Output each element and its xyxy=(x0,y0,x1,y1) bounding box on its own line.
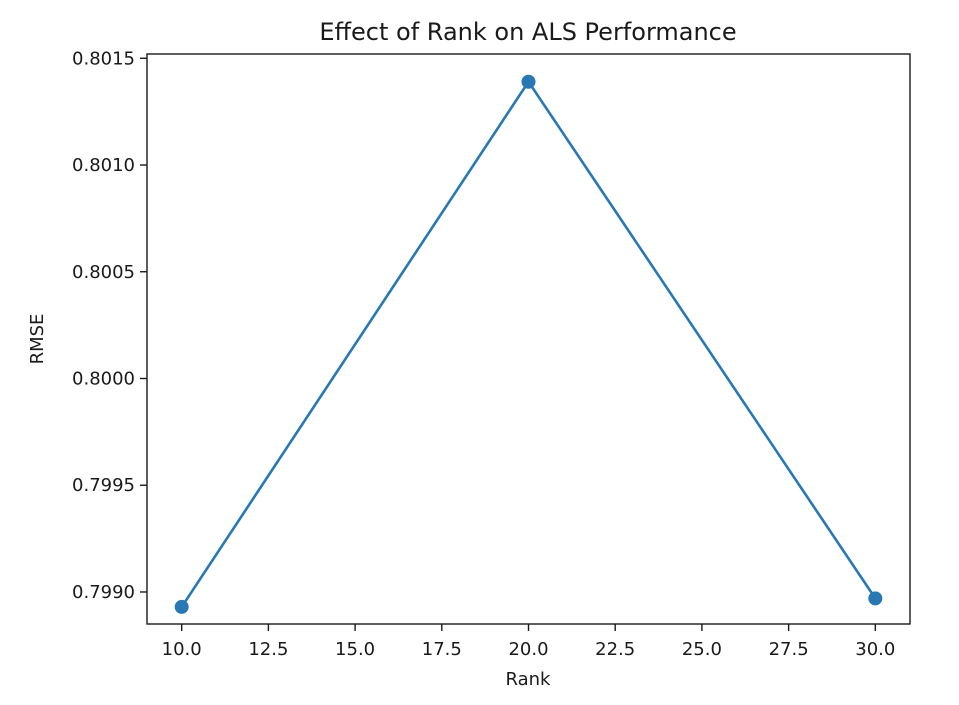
plot-frame xyxy=(146,53,911,625)
y-tick-label: 0.8010 xyxy=(72,155,135,176)
x-tick-label: 25.0 xyxy=(682,639,722,660)
series-line xyxy=(180,80,877,608)
data-point xyxy=(174,599,189,614)
y-tick-label: 0.8015 xyxy=(72,48,135,69)
x-tick-label: 10.0 xyxy=(162,639,202,660)
x-tick-label: 17.5 xyxy=(422,639,462,660)
y-tick-label: 0.7990 xyxy=(72,582,135,603)
x-tick-label: 20.0 xyxy=(508,639,548,660)
y-axis-label: RMSE xyxy=(27,314,48,365)
y-axis-ticks: 0.7990 0.7995 0.8000 0.8005 0.8010 0.8015 xyxy=(72,48,147,603)
x-tick-label: 22.5 xyxy=(595,639,635,660)
y-tick-label: 0.8000 xyxy=(72,368,135,389)
y-tick-label: 0.8005 xyxy=(72,262,135,283)
data-point xyxy=(521,74,536,89)
x-tick-label: 30.0 xyxy=(855,639,895,660)
x-tick-label: 12.5 xyxy=(248,639,288,660)
chart-title: Effect of Rank on ALS Performance xyxy=(319,18,736,46)
plot-series xyxy=(174,74,883,614)
data-point xyxy=(868,591,883,606)
x-axis-label: Rank xyxy=(506,669,552,690)
x-axis-ticks: 10.0 12.5 15.0 17.5 20.0 22.5 25.0 27.5 30.0 xyxy=(162,624,895,660)
x-tick-label: 27.5 xyxy=(769,639,809,660)
y-tick-label: 0.7995 xyxy=(72,475,135,496)
x-tick-label: 15.0 xyxy=(335,639,375,660)
